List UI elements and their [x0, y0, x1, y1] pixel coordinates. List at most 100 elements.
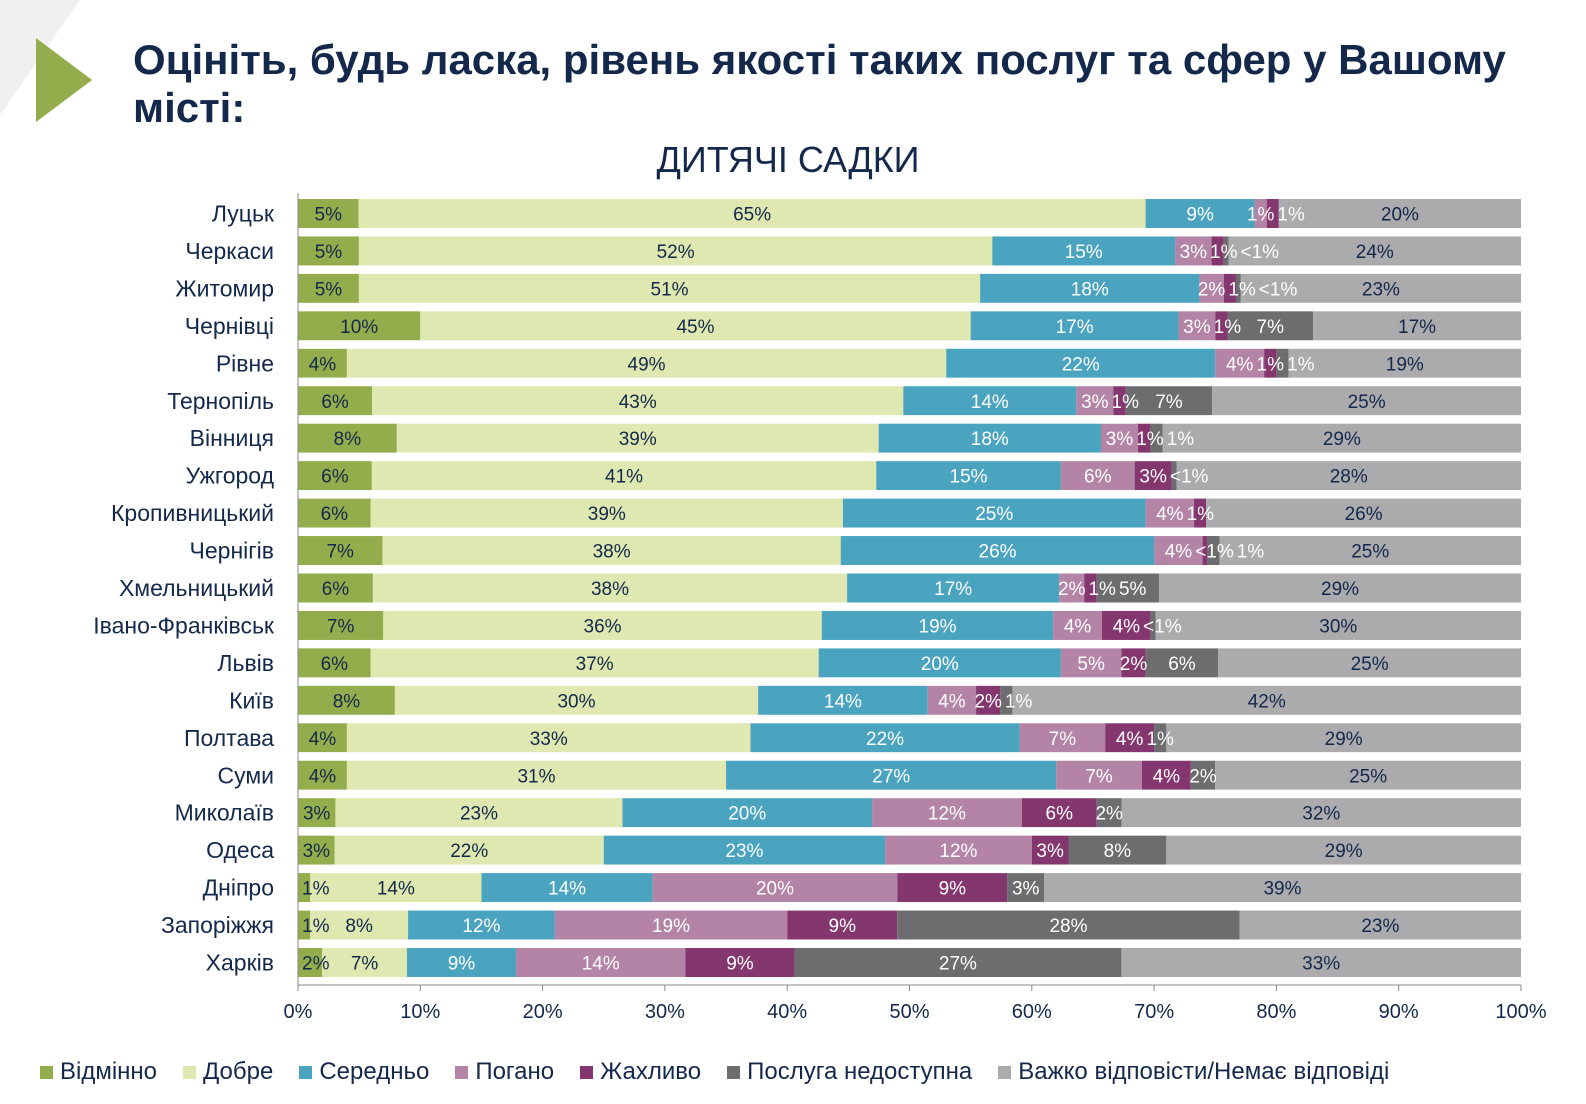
bar-segment [298, 873, 311, 903]
bar-segment [1053, 610, 1102, 640]
data-label: 5% [315, 205, 343, 226]
data-label: 1% [1167, 429, 1195, 450]
bar-segment [298, 760, 347, 790]
bar-segment [1239, 910, 1521, 940]
bar-segment [298, 835, 335, 865]
bar-segment [1138, 423, 1151, 453]
data-label: 41% [605, 467, 643, 488]
bar-segment [310, 910, 409, 940]
data-label: 65% [733, 205, 771, 226]
data-label: 23% [725, 841, 763, 862]
bar-segment [1154, 723, 1167, 753]
data-label: 15% [1065, 242, 1103, 263]
category-label: Одеса [206, 837, 274, 863]
bar-segment [787, 910, 898, 940]
bar-segment [1059, 573, 1085, 603]
bar-segment [876, 461, 1061, 491]
bar-segment [992, 236, 1176, 266]
bar-segment [1056, 760, 1142, 790]
bar-segment [1215, 348, 1265, 378]
bar-segment [371, 461, 877, 491]
data-label: 1% [1287, 354, 1315, 375]
category-label: Харків [206, 950, 274, 976]
x-tick-label: 10% [400, 1001, 440, 1023]
bar-segment [298, 723, 347, 753]
category-label: Тернопіль [167, 388, 274, 414]
bar-segment [408, 910, 555, 940]
data-label: 4% [1113, 616, 1141, 637]
data-label: 10% [340, 317, 378, 338]
data-label: 8% [333, 691, 361, 712]
x-tick-label: 70% [1134, 1001, 1174, 1023]
bar-segment [1031, 835, 1069, 865]
bar-segment [970, 311, 1179, 341]
category-label: Полтава [184, 725, 274, 751]
bar-segment [298, 610, 384, 640]
bar-segment [1019, 723, 1106, 753]
data-label: 23% [460, 804, 498, 825]
data-label: 1% [1187, 504, 1215, 525]
data-label: 8% [334, 429, 362, 450]
data-label: <1% [1195, 542, 1234, 563]
bar-segment [840, 536, 1155, 566]
bar-segment [1235, 273, 1241, 303]
data-label: 33% [530, 729, 568, 750]
bar-segment [1121, 798, 1521, 828]
bar-segment [1068, 835, 1167, 865]
bar-segment [1125, 386, 1213, 416]
bar-segment [1145, 199, 1255, 228]
data-label: 6% [321, 504, 349, 525]
bar-segment [310, 873, 482, 903]
bar-segment [1175, 236, 1212, 266]
data-label: 3% [1106, 429, 1134, 450]
x-tick-label: 90% [1379, 1001, 1419, 1023]
data-label: 2% [1189, 766, 1217, 787]
bar-segment [1194, 498, 1207, 528]
bar-segment [1100, 423, 1139, 453]
bar-segment [1264, 348, 1277, 378]
data-label: 25% [1351, 654, 1389, 675]
bar-segment [872, 798, 1022, 828]
bar-segment [358, 273, 981, 303]
legend-swatch [183, 1065, 197, 1079]
bar-segment [372, 573, 848, 603]
data-label: 7% [1155, 392, 1183, 413]
bar-segment [382, 536, 841, 566]
bar-segment [298, 648, 371, 678]
bar-segment [383, 610, 822, 640]
x-tick-label: 30% [645, 1001, 685, 1023]
data-label: 7% [351, 954, 379, 975]
data-label: 6% [322, 579, 350, 600]
bar-segment [897, 873, 1008, 903]
category-label: Запоріжжя [161, 912, 274, 938]
data-label: 22% [866, 729, 904, 750]
legend-swatch [727, 1065, 741, 1079]
bar-segment [847, 573, 1060, 603]
bar-segment [1060, 461, 1135, 491]
category-label: Львів [217, 650, 274, 676]
data-label: 6% [321, 467, 349, 488]
bar-segment [1096, 573, 1160, 603]
data-label: 14% [377, 879, 415, 900]
chart-title: ДИТЯЧІ САДКИ [656, 139, 919, 180]
data-label: 22% [450, 841, 488, 862]
x-tick-label: 50% [889, 1001, 929, 1023]
data-label: 29% [1321, 579, 1359, 600]
bar-segment [1276, 348, 1289, 378]
bar-segment [1044, 873, 1521, 903]
bar-segment [1288, 348, 1521, 378]
bar-segment [1227, 311, 1314, 341]
category-label: Івано-Франківськ [93, 612, 275, 638]
bar-segment [946, 348, 1216, 378]
bar-segment [298, 798, 336, 828]
bar-segment [298, 273, 359, 303]
data-label: 7% [1049, 729, 1077, 750]
data-label: 29% [1325, 841, 1363, 862]
bar-segment [1101, 610, 1151, 640]
category-label: Луцьк [212, 201, 275, 227]
bar-segment [298, 948, 323, 977]
bar-segment [1206, 498, 1521, 528]
x-tick-label: 0% [284, 1001, 313, 1023]
data-label: 12% [928, 804, 966, 825]
bar-segment [1145, 498, 1195, 528]
